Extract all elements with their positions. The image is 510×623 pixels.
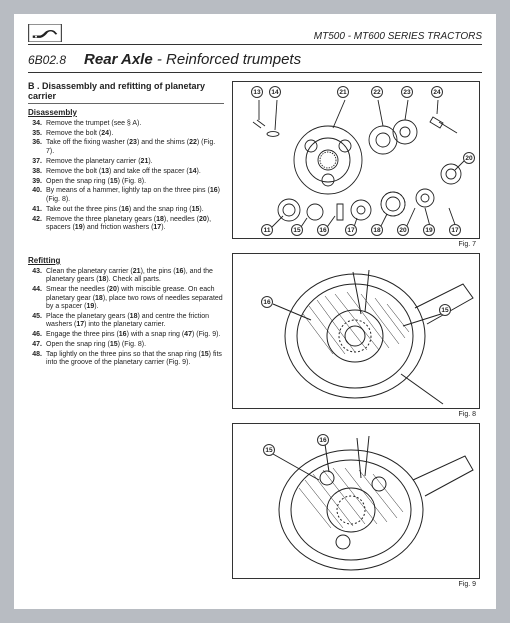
wrench-icon (28, 24, 62, 42)
step-number: 45. (28, 313, 42, 330)
callout: 13 (251, 86, 263, 98)
step-text: Tap lightly on the three pins so that th… (46, 351, 224, 368)
step-number: 40. (28, 187, 42, 204)
step-number: 46. (28, 331, 42, 339)
step: 39. Open the snap ring (15) (Fig. 8). (28, 178, 224, 186)
callout: 20 (397, 224, 409, 236)
callout: 20 (463, 152, 475, 164)
refitting-steps: 43. Clean the planetary carrier (21), the… (28, 268, 224, 368)
fig7-label: Fig. 7 (456, 241, 478, 248)
step: 44. Smear the needles (20) with miscible … (28, 286, 224, 311)
step-text: Clean the planetary carrier (21), the pi… (46, 268, 224, 285)
step-number: 42. (28, 216, 42, 233)
step-text: Remove the bolt (13) and take off the sp… (46, 168, 224, 176)
step: 35. Remove the bolt (24). (28, 130, 224, 138)
title-row: 6B02.8 Rear Axle - Reinforced trumpets (28, 51, 482, 73)
step-number: 48. (28, 351, 42, 368)
step-number: 34. (28, 120, 42, 128)
step-text: Place the planetary gears (18) and centr… (46, 313, 224, 330)
step-text: Open the snap ring (15) (Fig. 8). (46, 178, 224, 186)
callout: 17 (345, 224, 357, 236)
callout: 19 (423, 224, 435, 236)
step: 34. Remove the trumpet (see § A). (28, 120, 224, 128)
step: 37. Remove the planetary carrier (21). (28, 158, 224, 166)
fig8-label: Fig. 8 (456, 411, 478, 418)
step-number: 47. (28, 341, 42, 349)
step-text: Smear the needles (20) with miscible gre… (46, 286, 224, 311)
callout: 24 (431, 86, 443, 98)
callout: 21 (337, 86, 349, 98)
figure-7: 13 14 21 22 23 24 11 15 16 17 18 20 19 1… (232, 81, 480, 239)
step: 40. By means of a hammer, lightly tap on … (28, 187, 224, 204)
step: 47. Open the snap ring (15) (Fig. 8). (28, 341, 224, 349)
step-text: By means of a hammer, lightly tap on the… (46, 187, 224, 204)
refitting-heading: Refitting (28, 256, 224, 265)
step: 42. Remove the three planetary gears (18)… (28, 216, 224, 233)
callout: 15 (439, 304, 451, 316)
fig7-drawing (233, 82, 481, 240)
step: 46. Engage the three pins (16) with a sna… (28, 331, 224, 339)
fig9-label: Fig. 9 (456, 581, 478, 588)
figure-8: 16 15 (232, 253, 480, 409)
callout: 16 (261, 296, 273, 308)
callout: 16 (317, 434, 329, 446)
callout: 22 (371, 86, 383, 98)
figure-column: 13 14 21 22 23 24 11 15 16 17 18 20 19 1… (232, 81, 480, 579)
step: 36. Take off the fixing washer (23) and t… (28, 139, 224, 156)
step-text: Remove the three planetary gears (18), n… (46, 216, 224, 233)
step-number: 35. (28, 130, 42, 138)
step: 45. Place the planetary gears (18) and ce… (28, 313, 224, 330)
title-rest: - Reinforced trumpets (153, 51, 301, 68)
title-bold: Rear Axle (84, 51, 153, 68)
step-number: 38. (28, 168, 42, 176)
callout: 15 (291, 224, 303, 236)
step-text: Engage the three pins (16) with a snap r… (46, 331, 224, 339)
text-column: B . Disassembly and refitting of planeta… (28, 81, 224, 579)
section-title: Rear Axle - Reinforced trumpets (84, 51, 301, 68)
step-number: 44. (28, 286, 42, 311)
callout: 11 (261, 224, 273, 236)
callout: 16 (317, 224, 329, 236)
step-text: Open the snap ring (15) (Fig. 8). (46, 341, 224, 349)
disassembly-steps: 34. Remove the trumpet (see § A). 35. Remov… (28, 120, 224, 233)
step: 43. Clean the planetary carrier (21), the… (28, 268, 224, 285)
section-code: 6B02.8 (28, 53, 66, 67)
section-b-heading: B . Disassembly and refitting of planeta… (28, 81, 224, 104)
callout: 14 (269, 86, 281, 98)
step-text: Take off the fixing washer (23) and the … (46, 139, 224, 156)
step-text: Remove the trumpet (see § A). (46, 120, 224, 128)
step-number: 36. (28, 139, 42, 156)
fig8-drawing (233, 254, 481, 410)
disassembly-heading: Disassembly (28, 108, 224, 117)
figure-9: 15 16 (232, 423, 480, 579)
series-label: MT500 - MT600 SERIES TRACTORS (314, 31, 482, 42)
step-text: Remove the bolt (24). (46, 130, 224, 138)
page-header: MT500 - MT600 SERIES TRACTORS (28, 24, 482, 45)
content-area: B . Disassembly and refitting of planeta… (28, 81, 482, 579)
callout: 23 (401, 86, 413, 98)
step-number: 43. (28, 268, 42, 285)
step-text: Take out the three pins (16) and the sna… (46, 206, 224, 214)
step: 41. Take out the three pins (16) and the … (28, 206, 224, 214)
step-number: 41. (28, 206, 42, 214)
callout: 17 (449, 224, 461, 236)
callout: 18 (371, 224, 383, 236)
step-text: Remove the planetary carrier (21). (46, 158, 224, 166)
manual-page: MT500 - MT600 SERIES TRACTORS 6B02.8 Rea… (14, 14, 496, 609)
step-number: 37. (28, 158, 42, 166)
step: 48. Tap lightly on the three pins so that… (28, 351, 224, 368)
callout: 15 (263, 444, 275, 456)
step: 38. Remove the bolt (13) and take off the… (28, 168, 224, 176)
step-number: 39. (28, 178, 42, 186)
